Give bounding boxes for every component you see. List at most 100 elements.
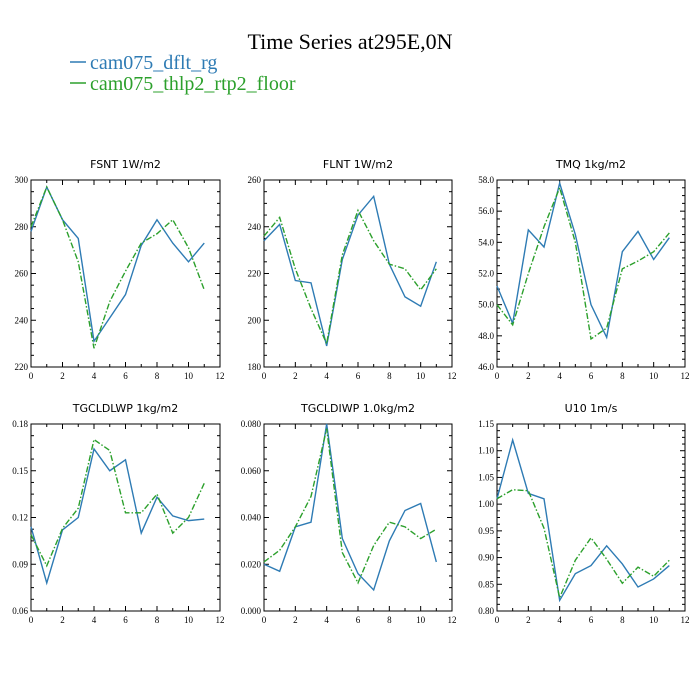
- x-tick-label: 0: [29, 615, 34, 625]
- panel-6: U10 1m/s 0 2 4 6 8 10 12 0.80 0.85 0.90 0.95 1.00 1.0…: [478, 402, 689, 625]
- x-tick-label: 12: [448, 371, 457, 381]
- series-line-thlp2-rtp2-floor: [30, 438, 205, 568]
- y-tick-label: 0.080: [241, 419, 262, 429]
- y-tick-label: 0.80: [478, 606, 494, 616]
- x-tick-label: 2: [60, 615, 65, 625]
- y-tick-label: 1.05: [478, 472, 494, 482]
- figure-title: Time Series at295E,0N: [247, 29, 452, 54]
- x-tick-label: 4: [557, 371, 562, 381]
- panel-4: TGCLDLWP 1kg/m2 0 2 4 6 8 10 12 0.06 0.09 0.12 0.15…: [12, 402, 224, 625]
- x-tick-label: 4: [324, 371, 329, 381]
- y-tick-label: 260: [15, 269, 29, 279]
- x-tick-label: 2: [293, 615, 298, 625]
- y-tick-label: 220: [15, 362, 29, 372]
- y-tick-label: 50.0: [478, 300, 494, 310]
- plot-frame: [30, 179, 221, 368]
- panel-title: FSNT 1W/m2: [90, 158, 161, 171]
- series-line-dflt-rg: [496, 437, 670, 603]
- panel-title: U10 1m/s: [565, 402, 618, 415]
- y-tick-label: 300: [15, 175, 29, 185]
- panel-title: TGCLDIWP 1.0kg/m2: [300, 402, 415, 415]
- legend-entry-2: cam075_thlp2_rtp2_floor: [70, 73, 296, 95]
- series-line-dflt-rg: [496, 180, 670, 340]
- series-line-dflt-rg: [30, 185, 205, 344]
- x-tick-label: 2: [526, 371, 531, 381]
- x-tick-label: 2: [526, 615, 531, 625]
- x-tick-label: 6: [356, 371, 361, 381]
- y-tick-label: 0.06: [12, 606, 28, 616]
- y-tick-label: 0.15: [12, 466, 28, 476]
- y-tick-label: 0.060: [241, 466, 262, 476]
- x-tick-label: 4: [92, 371, 97, 381]
- panel-title: TGCLDLWP 1kg/m2: [72, 402, 178, 415]
- y-tick-label: 0.95: [478, 526, 494, 536]
- x-tick-label: 12: [681, 371, 690, 381]
- y-tick-label: 0.000: [241, 606, 262, 616]
- x-tick-label: 10: [184, 371, 194, 381]
- panel-title: TMQ 1kg/m2: [555, 158, 626, 171]
- x-tick-label: 4: [92, 615, 97, 625]
- x-tick-label: 6: [123, 371, 128, 381]
- x-tick-label: 2: [60, 371, 65, 381]
- y-tick-label: 0.09: [12, 559, 28, 569]
- y-tick-label: 0.85: [478, 579, 494, 589]
- x-tick-label: 0: [495, 615, 500, 625]
- x-tick-label: 12: [216, 615, 225, 625]
- x-tick-label: 8: [155, 615, 160, 625]
- y-tick-label: 1.15: [478, 419, 494, 429]
- x-tick-label: 8: [620, 615, 625, 625]
- y-tick-label: 0.90: [478, 553, 494, 563]
- y-tick-label: 48.0: [478, 331, 494, 341]
- y-tick-label: 0.12: [12, 513, 28, 523]
- y-tick-label: 240: [15, 315, 29, 325]
- plot-frame: [30, 423, 221, 612]
- y-tick-label: 1.00: [478, 499, 494, 509]
- x-tick-label: 0: [29, 371, 34, 381]
- x-tick-label: 6: [356, 615, 361, 625]
- y-tick-label: 46.0: [478, 362, 494, 372]
- x-tick-label: 10: [649, 615, 659, 625]
- x-tick-label: 6: [589, 371, 594, 381]
- x-tick-label: 8: [387, 615, 392, 625]
- panel-title: FLNT 1W/m2: [323, 158, 393, 171]
- x-tick-label: 6: [589, 615, 594, 625]
- series-line-thlp2-rtp2-floor: [30, 185, 205, 349]
- y-tick-label: 54.0: [478, 237, 494, 247]
- x-tick-label: 12: [681, 615, 690, 625]
- series-line-thlp2-rtp2-floor: [496, 489, 670, 600]
- x-tick-label: 0: [495, 371, 500, 381]
- x-tick-label: 0: [262, 615, 267, 625]
- series-line-thlp2-rtp2-floor: [263, 428, 437, 585]
- panel-1: FSNT 1W/m2 0 2 4 6 8 10 12 220 240 260 280 300: [15, 158, 225, 381]
- x-tick-label: 12: [216, 371, 225, 381]
- panel-5: TGCLDIWP 1.0kg/m2 0 2 4 6 8 10 12 0.000 0.020 0.04…: [241, 402, 457, 625]
- x-tick-label: 12: [448, 615, 457, 625]
- x-tick-label: 4: [324, 615, 329, 625]
- y-tick-label: 240: [248, 222, 262, 232]
- y-tick-label: 56.0: [478, 206, 494, 216]
- y-tick-label: 0.020: [241, 559, 262, 569]
- legend-label-1: cam075_dflt_rg: [90, 52, 217, 74]
- panel-3: TMQ 1kg/m2 0 2 4 6 8 10 12 46.0 48.0 50.0 52.0 54.0 5…: [478, 158, 689, 381]
- y-tick-label: 220: [248, 269, 262, 279]
- series-line-dflt-rg: [263, 423, 438, 592]
- legend-entry-1: cam075_dflt_rg: [70, 52, 217, 74]
- legend: cam075_dflt_rg cam075_thlp2_rtp2_floor: [70, 52, 296, 95]
- y-tick-label: 58.0: [478, 175, 494, 185]
- x-tick-label: 10: [416, 371, 426, 381]
- y-tick-label: 280: [15, 222, 29, 232]
- y-tick-label: 200: [248, 315, 262, 325]
- y-tick-label: 180: [248, 362, 262, 372]
- series-line-dflt-rg: [30, 447, 205, 586]
- x-tick-label: 0: [262, 371, 267, 381]
- y-tick-label: 0.18: [12, 419, 28, 429]
- legend-label-2: cam075_thlp2_rtp2_floor: [90, 73, 296, 95]
- x-tick-label: 2: [293, 371, 298, 381]
- series-line-thlp2-rtp2-floor: [496, 185, 670, 341]
- series-line-thlp2-rtp2-floor: [263, 208, 437, 347]
- x-tick-label: 4: [557, 615, 562, 625]
- x-tick-label: 10: [416, 615, 426, 625]
- x-tick-label: 8: [387, 371, 392, 381]
